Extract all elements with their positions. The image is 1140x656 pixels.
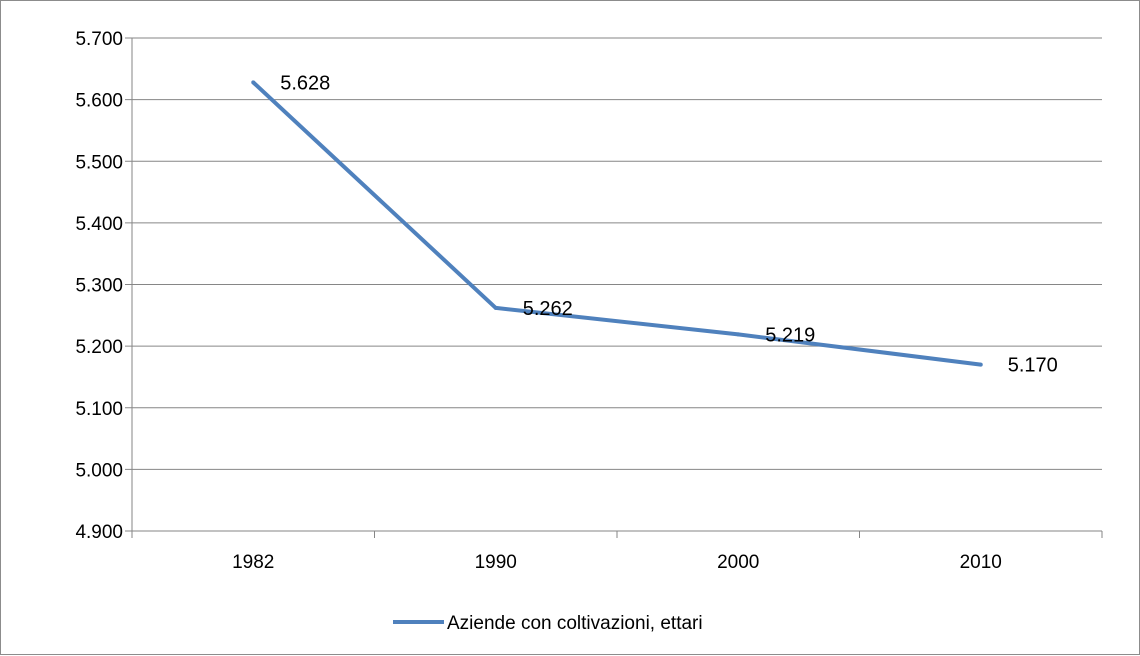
data-point: [251, 80, 256, 85]
x-tick-label: 1990: [475, 552, 517, 573]
x-tick-label: 1982: [232, 552, 274, 573]
data-label: 5.219: [765, 324, 815, 346]
y-tick-label: 5.700: [75, 29, 123, 50]
y-tick-label: 5.500: [75, 152, 123, 173]
data-label: 5.262: [523, 298, 573, 320]
y-tick-label: 5.000: [75, 460, 123, 481]
y-tick-label: 4.900: [75, 522, 123, 543]
x-tick-label: 2000: [717, 552, 759, 573]
data-label: 5.628: [280, 72, 330, 94]
data-point: [978, 362, 983, 367]
y-tick-label: 5.300: [75, 276, 123, 297]
y-tick-label: 5.100: [75, 399, 123, 420]
data-point: [736, 332, 741, 337]
data-point: [493, 305, 498, 310]
data-label: 5.170: [1008, 355, 1058, 377]
y-tick-label: 5.400: [75, 214, 123, 235]
series-line: [251, 80, 981, 367]
x-tick-label: 2010: [960, 552, 1002, 573]
legend-label: Aziende con coltivazioni, ettari: [447, 613, 703, 634]
y-tick-label: 5.200: [75, 337, 123, 358]
y-tick-label: 5.600: [75, 91, 123, 112]
